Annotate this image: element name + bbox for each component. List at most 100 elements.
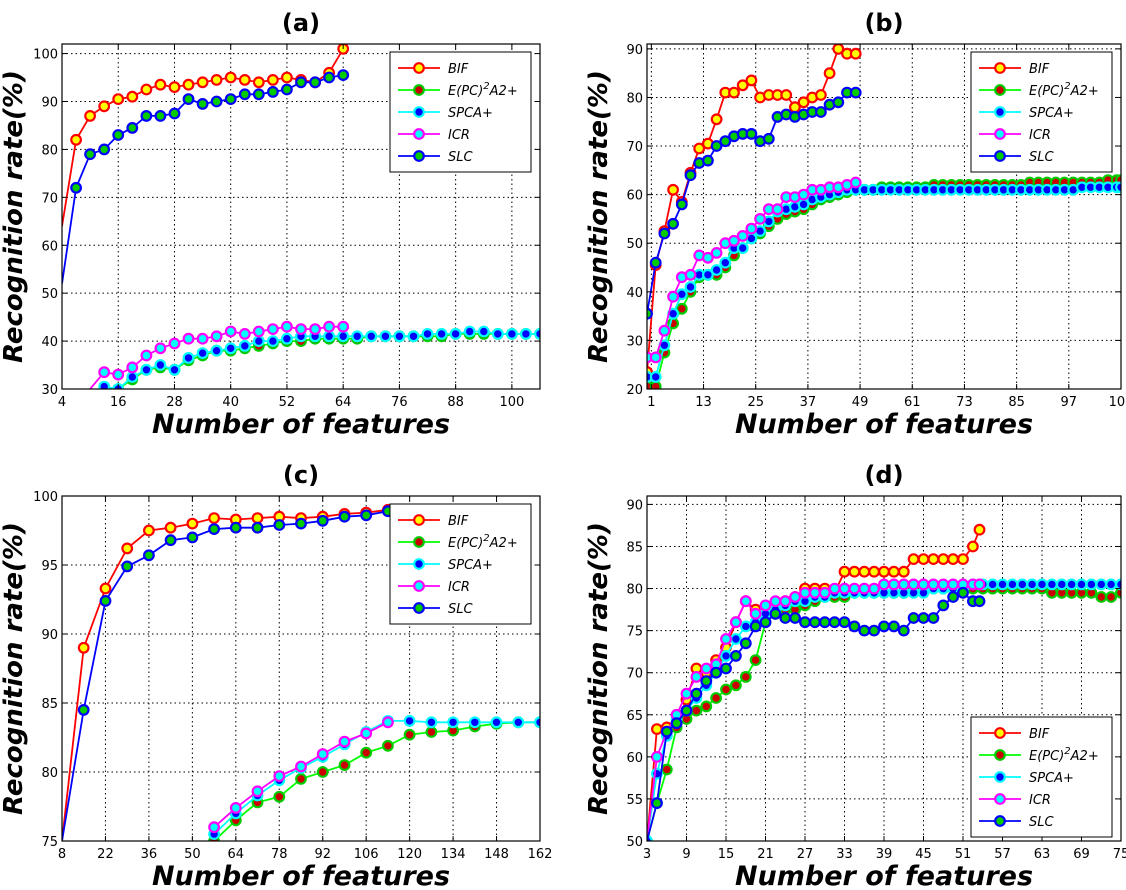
legend-label: E(PC)2A2+ [448,533,518,551]
data-point [684,169,697,182]
grid [62,44,540,389]
legend-item: E(PC)2A2+ [979,81,1099,99]
data-point [316,766,329,778]
series-slc [647,586,986,841]
data-point [512,716,525,729]
data-point [164,534,177,547]
y-tick-label: 80 [41,143,58,158]
x-tick-label: 1 [647,395,655,410]
data-point [1036,578,1048,591]
x-tick-label: 3 [643,847,651,862]
data-point [435,328,448,340]
legend-marker [413,514,425,526]
series-epc2a2 [208,716,540,841]
series-line [647,591,980,841]
data-point [670,717,683,730]
legend-marker [994,62,1006,74]
x-tick-label: 88 [447,395,464,410]
data-point [739,637,752,650]
data-point [917,553,930,565]
data-point [730,679,742,692]
data-point [878,565,890,578]
data-point [142,549,155,562]
data-point [986,578,999,591]
legend-marker [413,536,425,548]
data-point [224,342,237,355]
data-point [295,517,307,530]
data-point [196,76,209,89]
data-point [658,324,671,337]
data-point [967,540,979,553]
y-tick-label: 60 [41,239,58,254]
data-point [196,97,209,110]
series-line [104,330,540,389]
data-point [888,578,900,591]
data-point [739,620,752,633]
y-tick-label: 50 [626,835,643,850]
legend-label: ICR [1029,128,1051,143]
data-point [739,671,752,683]
x-tick-label: 25 [747,395,764,410]
data-point [710,264,723,276]
data-point [421,328,434,340]
data-point [797,188,810,201]
data-point [710,692,722,704]
data-point [252,88,265,101]
data-point [957,586,969,599]
legend: BIF E(PC)2A2+ SPCA+ ICR SLC [970,716,1113,838]
data-point [838,616,851,629]
data-point [700,675,713,687]
data-point [281,320,293,333]
axes-frame [61,495,541,842]
y-tick-label: 80 [41,766,58,781]
y-tick-label: 70 [41,191,58,206]
y-tick-label: 90 [41,96,58,111]
data-point [749,607,762,620]
x-tick-label: 75 [1113,847,1126,862]
data-point [888,620,900,633]
data-point [77,704,90,716]
data-point [1095,578,1108,591]
x-axis-label: Number of features [152,861,450,890]
data-point [463,325,476,338]
data-point [1075,578,1088,591]
data-point [917,612,930,624]
data-point [823,67,836,80]
y-tick-label: 100 [33,48,58,63]
legend-marker [994,771,1006,783]
data-point [154,109,167,122]
data-point [168,107,181,120]
legend-label: SLC [448,150,473,165]
data-point [490,716,503,729]
legend-item: ICR [979,128,1051,143]
legend-label: SPCA+ [448,558,493,573]
x-tick-label: 63 [1034,847,1051,862]
x-tick-label: 69 [1073,847,1090,862]
legend-item: BIF [398,62,469,77]
series-line [213,720,540,835]
data-point [771,203,784,216]
legend-label: BIF [448,62,469,77]
data-point [281,83,293,96]
legend-item: SLC [979,150,1054,165]
legend-item: BIF [979,727,1050,742]
data-point [660,763,673,776]
axes-frame [61,43,541,390]
chart-panel-b: (b) 1 13 25 37 49 61 73 85 97 109 20 30 40 50 60 70 80 90 N… [584,9,1126,440]
data-point [728,234,740,247]
x-tick-label: 76 [391,395,408,410]
data-point [973,595,986,608]
chart-title: (d) [864,461,903,489]
legend-marker [413,558,425,570]
data-point [818,586,831,599]
data-point [649,351,662,364]
data-point [649,380,662,389]
data-point [745,74,758,87]
data-point [710,113,723,126]
data-point [393,330,406,343]
legend-label: ICR [1029,793,1051,808]
data-point [168,363,181,376]
data-point [224,93,237,105]
data-point [164,521,177,534]
data-point [140,349,153,362]
